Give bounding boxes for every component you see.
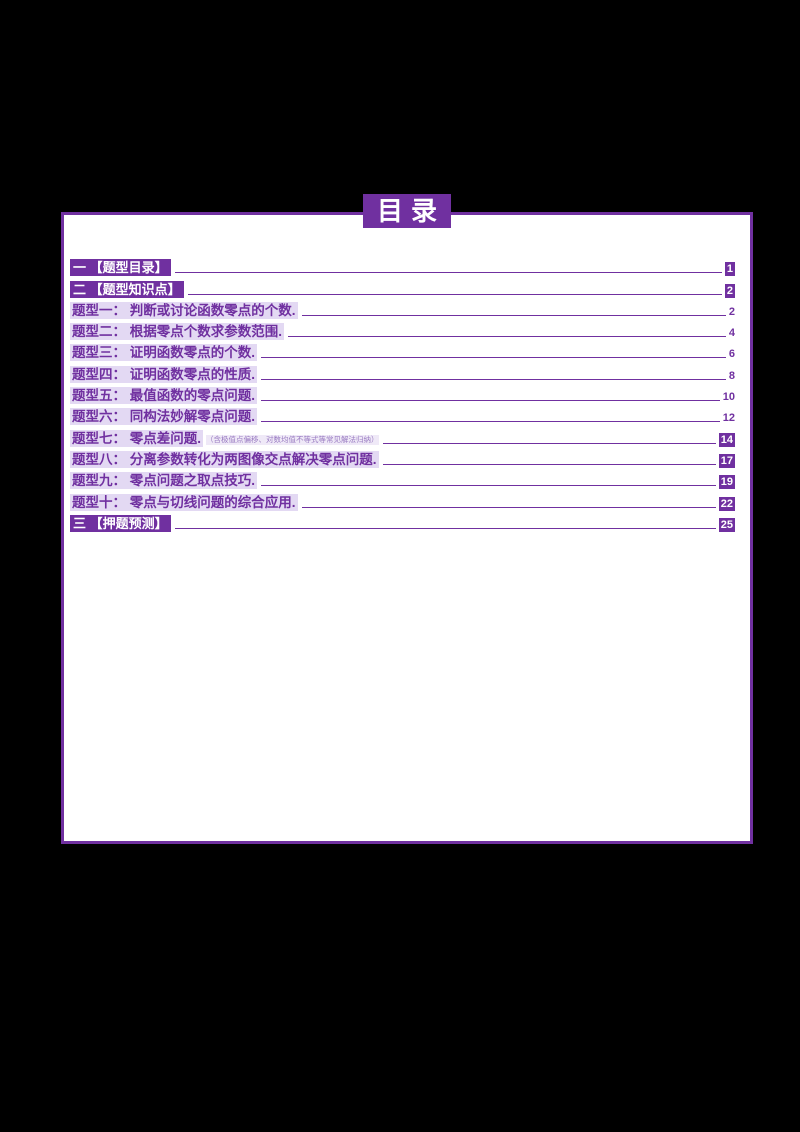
toc-page-number: 4 [728,327,735,340]
toc-leader-line [261,357,726,359]
toc-page-number: 17 [718,453,735,468]
toc-label: 题型一： 判断或讨论函数零点的个数. [70,301,298,319]
toc-label: 二 【题型知识点】 [70,280,184,298]
toc-label: 题型十： 零点与切线问题的综合应用. [70,493,298,511]
toc-annotation: （含极值点偏移、对数均值不等式等常见解法归纳） [206,434,379,445]
toc-label: 题型七： 零点差问题. [70,429,204,447]
toc-page-number: 19 [718,475,735,490]
toc-leader-line [261,421,720,423]
toc-page-number: 8 [728,369,735,382]
toc-label: 三 【押题预测】 [70,514,171,532]
toc-label: 一 【题型目录】 [70,259,171,277]
toc-row[interactable]: 二 【题型知识点】 2 [70,276,735,298]
toc-leader-line [174,272,722,274]
toc-row[interactable]: 题型七： 零点差问题. （含极值点偏移、对数均值不等式等常见解法归纳） 14 [70,425,735,447]
table-of-contents: 一 【题型目录】 1 二 【题型知识点】 2 题型一： 判断或讨论函数零点的个数. 2 题型… [64,215,750,532]
toc-leader-line [301,506,716,508]
toc-leader-line [261,485,716,487]
toc-label: 题型四： 证明函数零点的性质. [70,365,258,383]
toc-page-number: 25 [718,517,735,532]
page-title: 目录 [362,194,452,228]
toc-page-number: 22 [718,496,735,511]
toc-row[interactable]: 题型十： 零点与切线问题的综合应用. 22 [70,489,735,511]
toc-label: 题型五： 最值函数的零点问题. [70,387,258,405]
toc-row[interactable]: 三 【押题预测】 25 [70,511,735,532]
toc-row[interactable]: 题型一： 判断或讨论函数零点的个数. 2 [70,298,735,319]
toc-row[interactable]: 一 【题型目录】 1 [70,255,735,277]
toc-leader-line [261,400,720,402]
toc-page-number: 2 [728,305,735,318]
toc-leader-line [382,442,716,444]
toc-page-number: 12 [722,412,735,425]
toc-label: 题型六： 同构法妙解零点问题. [70,408,258,426]
toc-page-number: 6 [728,348,735,361]
toc-label: 题型二： 根据零点个数求参数范围. [70,323,285,341]
toc-leader-line [261,378,726,380]
toc-row[interactable]: 题型六： 同构法妙解零点问题. 12 [70,404,735,426]
toc-leader-line [382,463,716,465]
toc-label: 题型三： 证明函数零点的个数. [70,344,258,362]
toc-leader-line [288,336,726,338]
toc-page-number: 10 [722,391,735,404]
toc-row[interactable]: 题型四： 证明函数零点的性质. 8 [70,361,735,383]
toc-page-number: 2 [724,283,735,298]
toc-leader-line [174,527,716,529]
toc-label: 题型八： 分离参数转化为两图像交点解决零点问题. [70,450,379,468]
toc-leader-line [301,314,726,316]
toc-leader-line [187,293,722,295]
toc-row[interactable]: 题型八： 分离参数转化为两图像交点解决零点问题. 17 [70,447,735,468]
toc-row[interactable]: 题型九： 零点问题之取点技巧. 19 [70,468,735,490]
toc-row[interactable]: 题型三： 证明函数零点的个数. 6 [70,340,735,362]
toc-page-number: 1 [724,262,735,277]
toc-row[interactable]: 题型五： 最值函数的零点问题. 10 [70,383,735,405]
toc-label: 题型九： 零点问题之取点技巧. [70,472,258,490]
toc-page-number: 14 [718,432,735,447]
document-page: 目录 一 【题型目录】 1 二 【题型知识点】 2 题型一： 判断或讨论函数零点的个数.… [61,194,753,844]
toc-row[interactable]: 题型二： 根据零点个数求参数范围. 4 [70,319,735,341]
